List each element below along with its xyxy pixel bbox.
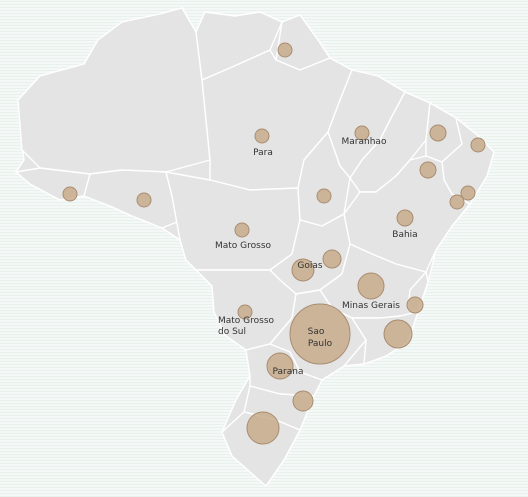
bubble-layer <box>62 42 486 445</box>
bubble-pernambuco[interactable] <box>460 185 476 201</box>
bubble-santa-catarina[interactable] <box>292 390 314 412</box>
label-mato-grosso-do-sul-line1: Mato Grosso <box>218 316 275 326</box>
label-maranhao: Maranhao <box>342 137 387 147</box>
label-mato-grosso-do-sul-line2: do Sul <box>218 327 246 337</box>
bubble-para[interactable] <box>254 128 270 144</box>
label-bahia: Bahia <box>392 230 417 240</box>
bubble-distrito-federal[interactable] <box>322 249 342 269</box>
bubble-goias[interactable] <box>291 258 315 282</box>
bubble-sao-paulo[interactable] <box>289 303 351 365</box>
bubble-parana[interactable] <box>266 352 294 380</box>
label-layer: Para Maranhao Mato Grosso Bahia Goias Mi… <box>215 137 418 377</box>
bubble-piaui[interactable] <box>419 161 437 179</box>
label-goias: Goias <box>297 261 322 271</box>
state-rondonia <box>83 169 183 229</box>
state-rio-grande-do-sul <box>221 411 301 487</box>
bubble-rio-de-janeiro[interactable] <box>383 319 413 349</box>
bubble-rondonia[interactable] <box>136 192 152 208</box>
bubble-rio-grande-do-sul[interactable] <box>246 411 280 445</box>
label-sao-paulo-line1: Sao <box>308 327 325 337</box>
label-parana: Parana <box>273 367 304 377</box>
bubble-mato-grosso[interactable] <box>234 222 250 238</box>
label-minas-gerais: Minas Gerais <box>342 301 400 311</box>
state-acre <box>15 167 91 201</box>
state-amazonas <box>17 7 211 175</box>
bubble-maranhao[interactable] <box>354 125 370 141</box>
bubble-minas-gerais[interactable] <box>357 272 385 300</box>
label-sao-paulo-line2: Paulo <box>308 339 333 349</box>
bubble-ceara[interactable] <box>429 124 447 142</box>
bubble-acre[interactable] <box>62 186 78 202</box>
bubble-rio-grande-do-norte[interactable] <box>470 137 486 153</box>
bubble-espirito-santo[interactable] <box>406 296 424 314</box>
bubble-mato-grosso-do-sul[interactable] <box>237 304 253 320</box>
bubble-alagoas[interactable] <box>449 194 465 210</box>
bubble-amapa[interactable] <box>277 42 293 58</box>
bubble-tocantins[interactable] <box>316 188 332 204</box>
bubble-bahia[interactable] <box>396 209 414 227</box>
label-mato-grosso: Mato Grosso <box>215 241 272 251</box>
label-para: Para <box>253 148 273 158</box>
